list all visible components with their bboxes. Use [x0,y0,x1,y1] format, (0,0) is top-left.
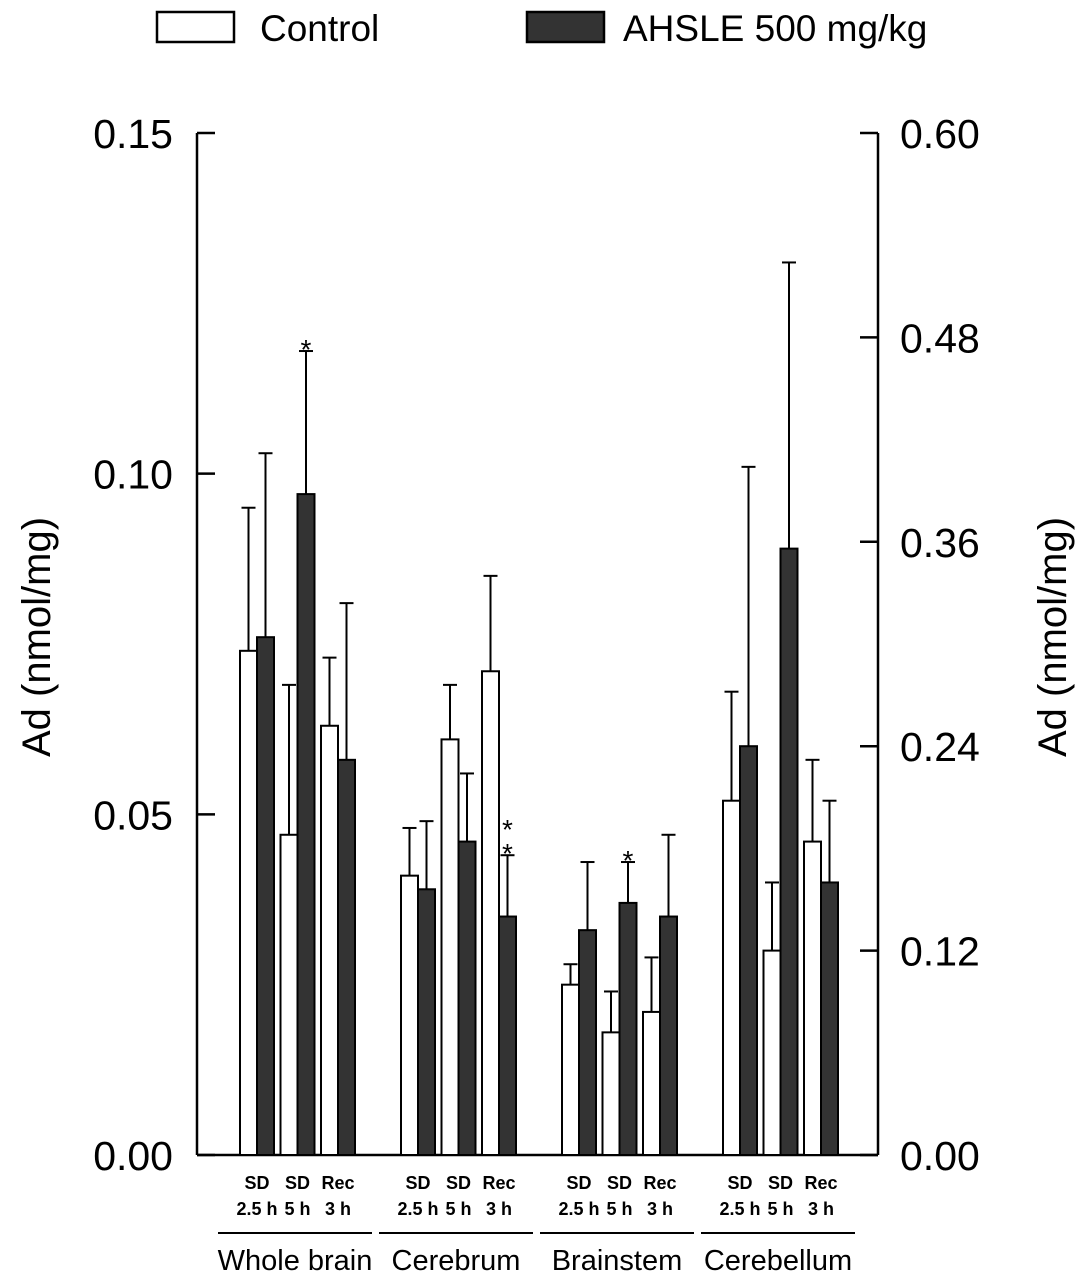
subcategory-label-line2: 3 h [486,1199,512,1219]
legend-item-ahsle: AHSLE 500 mg/kg [525,8,927,49]
bar-control [722,799,741,1156]
subcategory-label-line2: 2.5 h [719,1199,760,1219]
bar-control [561,983,580,1157]
legend-swatch-control [155,10,236,44]
bar-ahsle [296,493,316,1156]
group-label: Cerebellum [704,1245,852,1277]
subcategory-label-line2: 5 h [606,1199,632,1219]
bar-control [440,738,460,1156]
bar-control [400,874,419,1156]
axes: 0.00 0.05 0.10 0.15 0.00 0.12 0.24 0.36 0.48 0.60 [93,111,980,1179]
y-axis-left-label: Ad (nmol/mg) [15,517,59,757]
bars: *** * [239,261,839,1157]
y-right-tick-label: 0.00 [900,1133,980,1179]
subcategory-label-line2: 3 h [808,1199,834,1219]
bar-ahsle [779,547,799,1156]
bar-ahsle [820,881,839,1156]
y-left-tick-label: 0.10 [93,452,173,498]
legend-label-control: Control [260,8,379,49]
subcategory-label-line1: SD [244,1173,269,1193]
bar-ahsle [498,915,517,1156]
subcategory-label-line1: SD [566,1173,591,1193]
bar-ahsle [739,745,758,1156]
legend-item-control: Control [155,8,379,49]
subcategory-label-line2: 5 h [767,1199,793,1219]
significance-marker: * [502,814,513,845]
bar-ahsle [337,758,356,1156]
subcategory-label-line1: SD [607,1173,632,1193]
subcategory-label-line2: 3 h [325,1199,351,1219]
bar-control [642,1010,661,1156]
legend: Control AHSLE 500 mg/kg [155,8,927,49]
group-label: Brainstem [552,1245,683,1277]
y-left-tick-label: 0.15 [93,111,173,157]
significance-marker: * [301,334,312,365]
subcategory-label-line1: SD [405,1173,430,1193]
bar-control [481,670,500,1157]
subcategory-label-line1: Rec [321,1173,354,1193]
subcategory-label-line2: 2.5 h [397,1199,438,1219]
bar-ahsle [618,901,638,1157]
y-right-tick-label: 0.24 [900,724,980,770]
subcategory-label-line1: Rec [482,1173,515,1193]
y-right-tick-label: 0.60 [900,111,980,157]
y-right-tick-label: 0.12 [900,929,980,975]
bar-control [601,1031,621,1156]
significance-marker: * [623,845,634,876]
x-axis-labels: SD 2.5 h SD 5 h Rec 3 h Whole brain SD 2.5 h SD 5 … [218,1173,855,1277]
bar-ahsle [659,915,678,1156]
y-right-tick-label: 0.48 [900,315,980,361]
group-label: Cerebrum [392,1245,521,1277]
subcategory-label-line1: SD [446,1173,471,1193]
bar-ahsle [578,929,597,1156]
subcategory-label-line2: 3 h [647,1199,673,1219]
group-label: Whole brain [218,1245,373,1277]
bar-control [803,840,822,1156]
significance-marker: * [502,838,513,869]
legend-label-ahsle: AHSLE 500 mg/kg [623,8,927,49]
y-axis-right-label: Ad (nmol/mg) [1031,517,1075,757]
subcategory-label-line1: SD [768,1173,793,1193]
bar-control [762,949,782,1156]
subcategory-label-line2: 2.5 h [236,1199,277,1219]
bar-ahsle [417,888,436,1157]
subcategory-label-line1: SD [285,1173,310,1193]
y-left-tick-label: 0.00 [93,1133,173,1179]
legend-swatch-ahsle [525,10,606,44]
subcategory-label-line1: Rec [643,1173,676,1193]
bar-ahsle [457,840,477,1156]
bar-control [239,649,258,1157]
y-left-tick-label: 0.05 [93,792,173,838]
y-right-tick-label: 0.36 [900,520,980,566]
bar-control [320,724,339,1156]
subcategory-label-line2: 2.5 h [558,1199,599,1219]
bar-control [279,833,299,1156]
subcategory-label-line2: 5 h [445,1199,471,1219]
subcategory-label-line2: 5 h [284,1199,310,1219]
subcategory-label-line1: SD [727,1173,752,1193]
bar-ahsle [256,636,275,1156]
subcategory-label-line1: Rec [804,1173,837,1193]
